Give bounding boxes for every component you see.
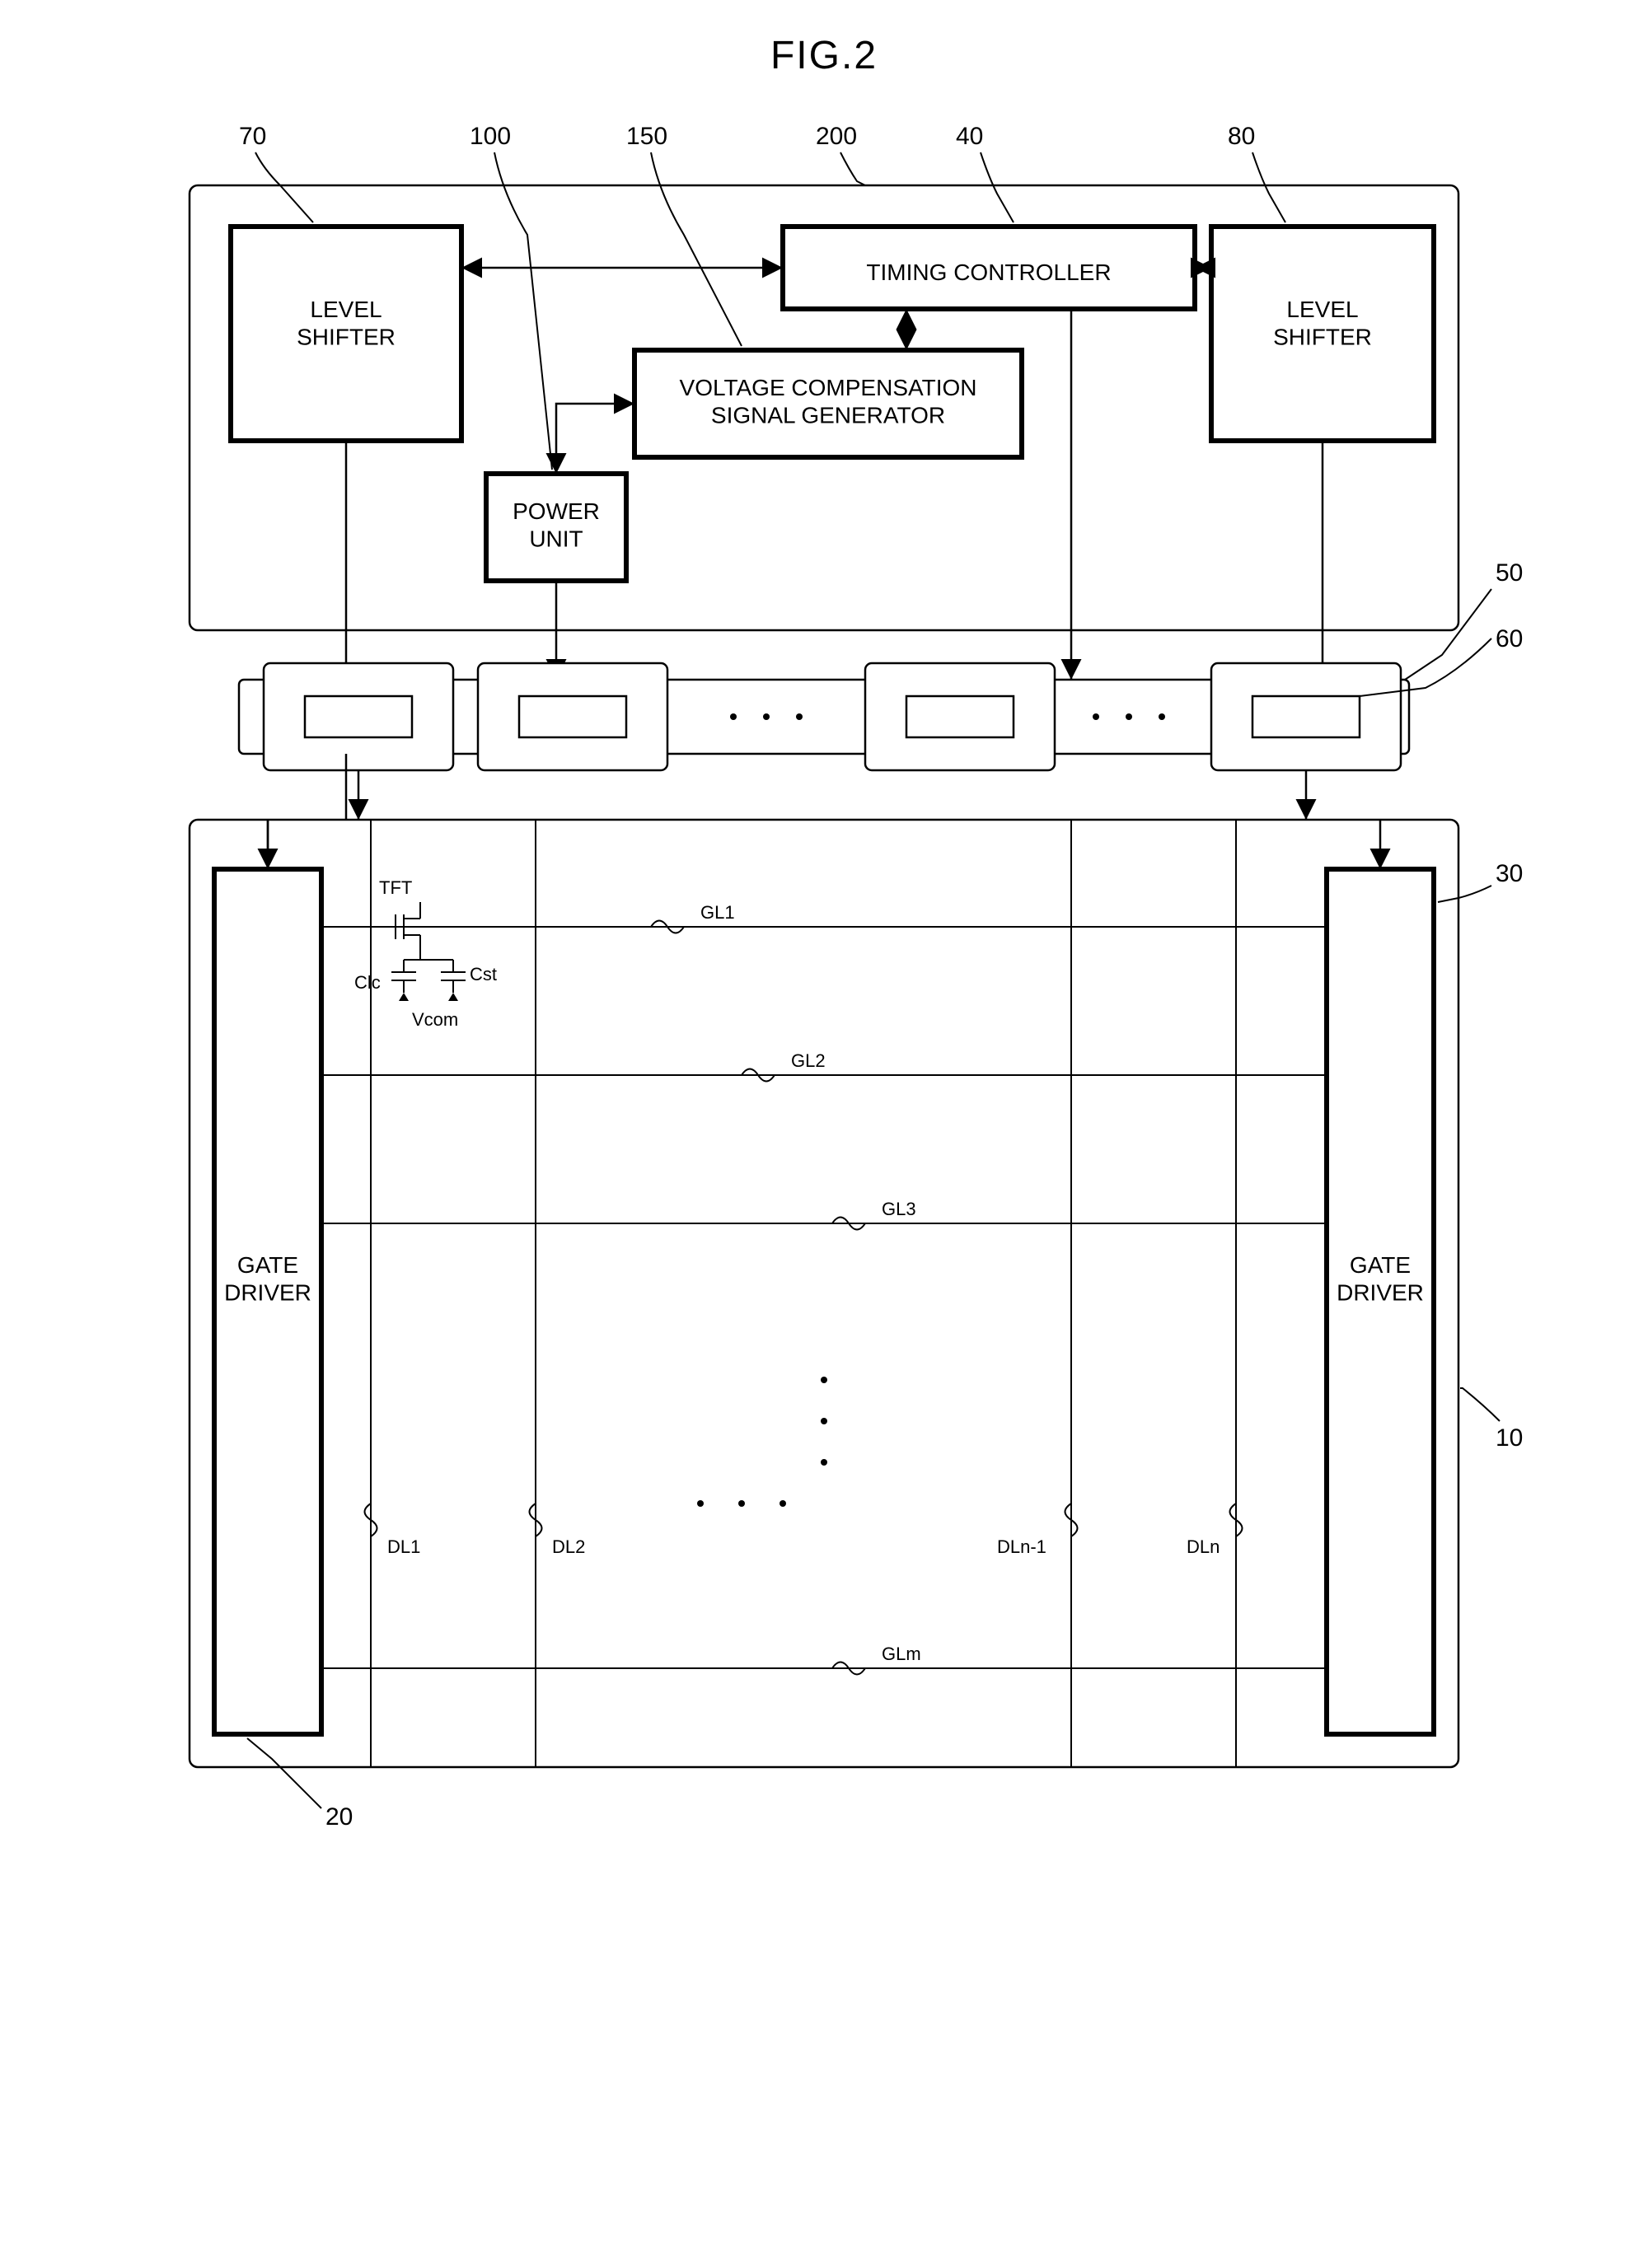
tft-label: TFT (379, 877, 412, 898)
gate-driver-right: GATEDRIVER (1327, 869, 1434, 1734)
leader-200 (840, 152, 865, 185)
level-shifter-left: LEVELSHIFTER (231, 227, 461, 441)
gl1-label: GL1 (700, 902, 735, 923)
cst-label: Cst (470, 964, 497, 984)
ref-80: 80 (1228, 123, 1255, 150)
vcom-label: Vcom (412, 1009, 458, 1030)
diagram-svg: LEVELSHIFTER TIMING CONTROLLER VOLTAGE C… (124, 103, 1524, 1833)
ref-40: 40 (956, 123, 983, 150)
leader-10 (1460, 1388, 1500, 1421)
gate-driver-left: GATEDRIVER (214, 869, 321, 1734)
ref-30: 30 (1496, 860, 1523, 887)
ref-150: 150 (626, 123, 667, 150)
ref-20: 20 (325, 1803, 353, 1831)
figure-title: FIG.2 (33, 33, 1615, 78)
ref-200: 200 (816, 123, 857, 150)
power-unit: POWERUNIT (486, 474, 626, 581)
ref-70: 70 (239, 123, 266, 150)
clc-label: Clc (354, 972, 381, 993)
ref-10: 10 (1496, 1424, 1523, 1452)
timing-controller: TIMING CONTROLLER (783, 227, 1195, 309)
timing-controller-label: TIMING CONTROLLER (866, 260, 1111, 285)
ref-60: 60 (1496, 625, 1523, 652)
panel-frame (190, 820, 1458, 1767)
gl3-label: GL3 (882, 1199, 916, 1219)
dl2-label: DL2 (552, 1536, 585, 1557)
ref-50: 50 (1496, 559, 1523, 587)
level-shifter-right: LEVELSHIFTER (1211, 227, 1434, 441)
gl2-label: GL2 (791, 1050, 826, 1071)
dl1-label: DL1 (387, 1536, 420, 1557)
voltage-comp-generator: VOLTAGE COMPENSATIONSIGNAL GENERATOR (634, 350, 1022, 457)
ref-100: 100 (470, 123, 511, 150)
glm-label: GLm (882, 1644, 921, 1664)
dln-label: DLn (1187, 1536, 1220, 1557)
dln1-label: DLn-1 (997, 1536, 1046, 1557)
